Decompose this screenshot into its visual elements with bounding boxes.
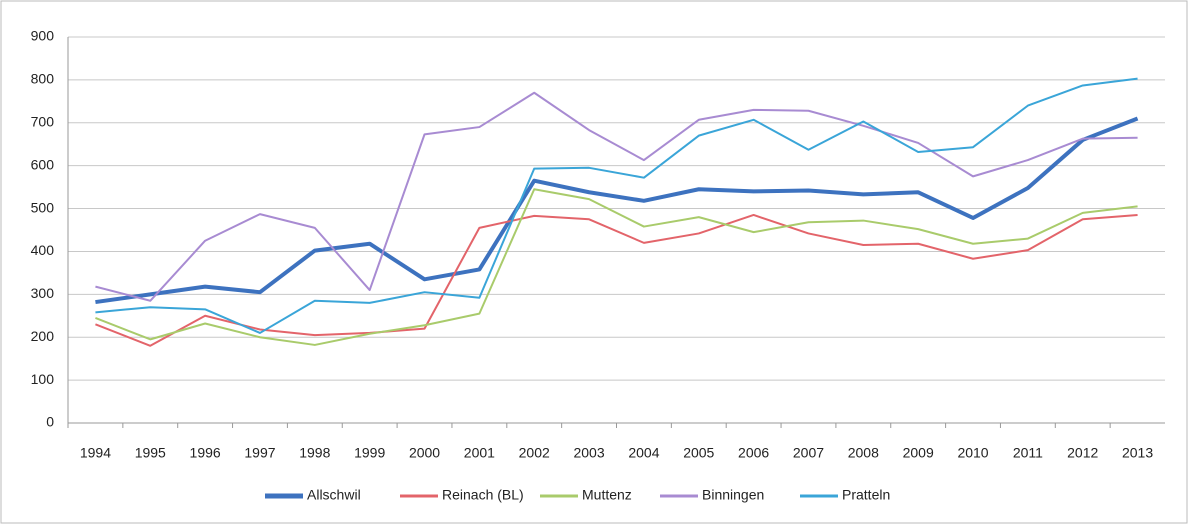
y-tick-label: 400 [31,242,55,258]
x-tick-label: 2011 [1013,445,1043,461]
y-tick-label: 500 [31,199,55,215]
x-tick-label: 1996 [190,445,221,461]
x-tick-label: 2004 [628,445,659,461]
x-tick-label: 2005 [683,445,714,461]
x-tick-label: 2007 [793,445,824,461]
series-line [95,91,1138,302]
x-tick-label: 1999 [354,445,385,461]
legend-label: Muttenz [582,487,632,503]
x-tick-label: 2002 [519,445,550,461]
x-tick-label: 2013 [1122,445,1153,461]
x-tick-label: 1998 [299,445,330,461]
series-line [95,188,1138,346]
y-tick-label: 100 [31,371,55,387]
legend-label: Reinach (BL) [442,487,524,503]
x-tick-label: 2009 [903,445,934,461]
series-line [95,213,1138,347]
y-tick-label: 200 [31,328,55,344]
y-tick-label: 300 [31,285,55,301]
y-tick-label: 800 [31,71,55,87]
legend-label: Pratteln [842,487,890,503]
y-tick-label: 900 [31,28,55,44]
x-tick-label: 2012 [1067,445,1098,461]
y-tick-label: 600 [31,156,55,172]
x-tick-label: 2008 [848,445,879,461]
legend-label: Allschwil [307,487,361,503]
legend-label: Binningen [702,487,764,503]
y-tick-label: 700 [31,113,55,129]
series-line [95,116,1139,305]
x-tick-label: 2010 [957,445,988,461]
x-tick-label: 2003 [573,445,604,461]
x-tick-label: 2001 [464,445,495,461]
x-tick-label: 2006 [738,445,769,461]
series-line [95,77,1138,334]
x-tick-label: 1997 [244,445,275,461]
y-tick-label: 0 [46,414,54,430]
x-tick-label: 2000 [409,445,440,461]
x-tick-label: 1994 [80,445,111,461]
x-tick-label: 1995 [135,445,166,461]
